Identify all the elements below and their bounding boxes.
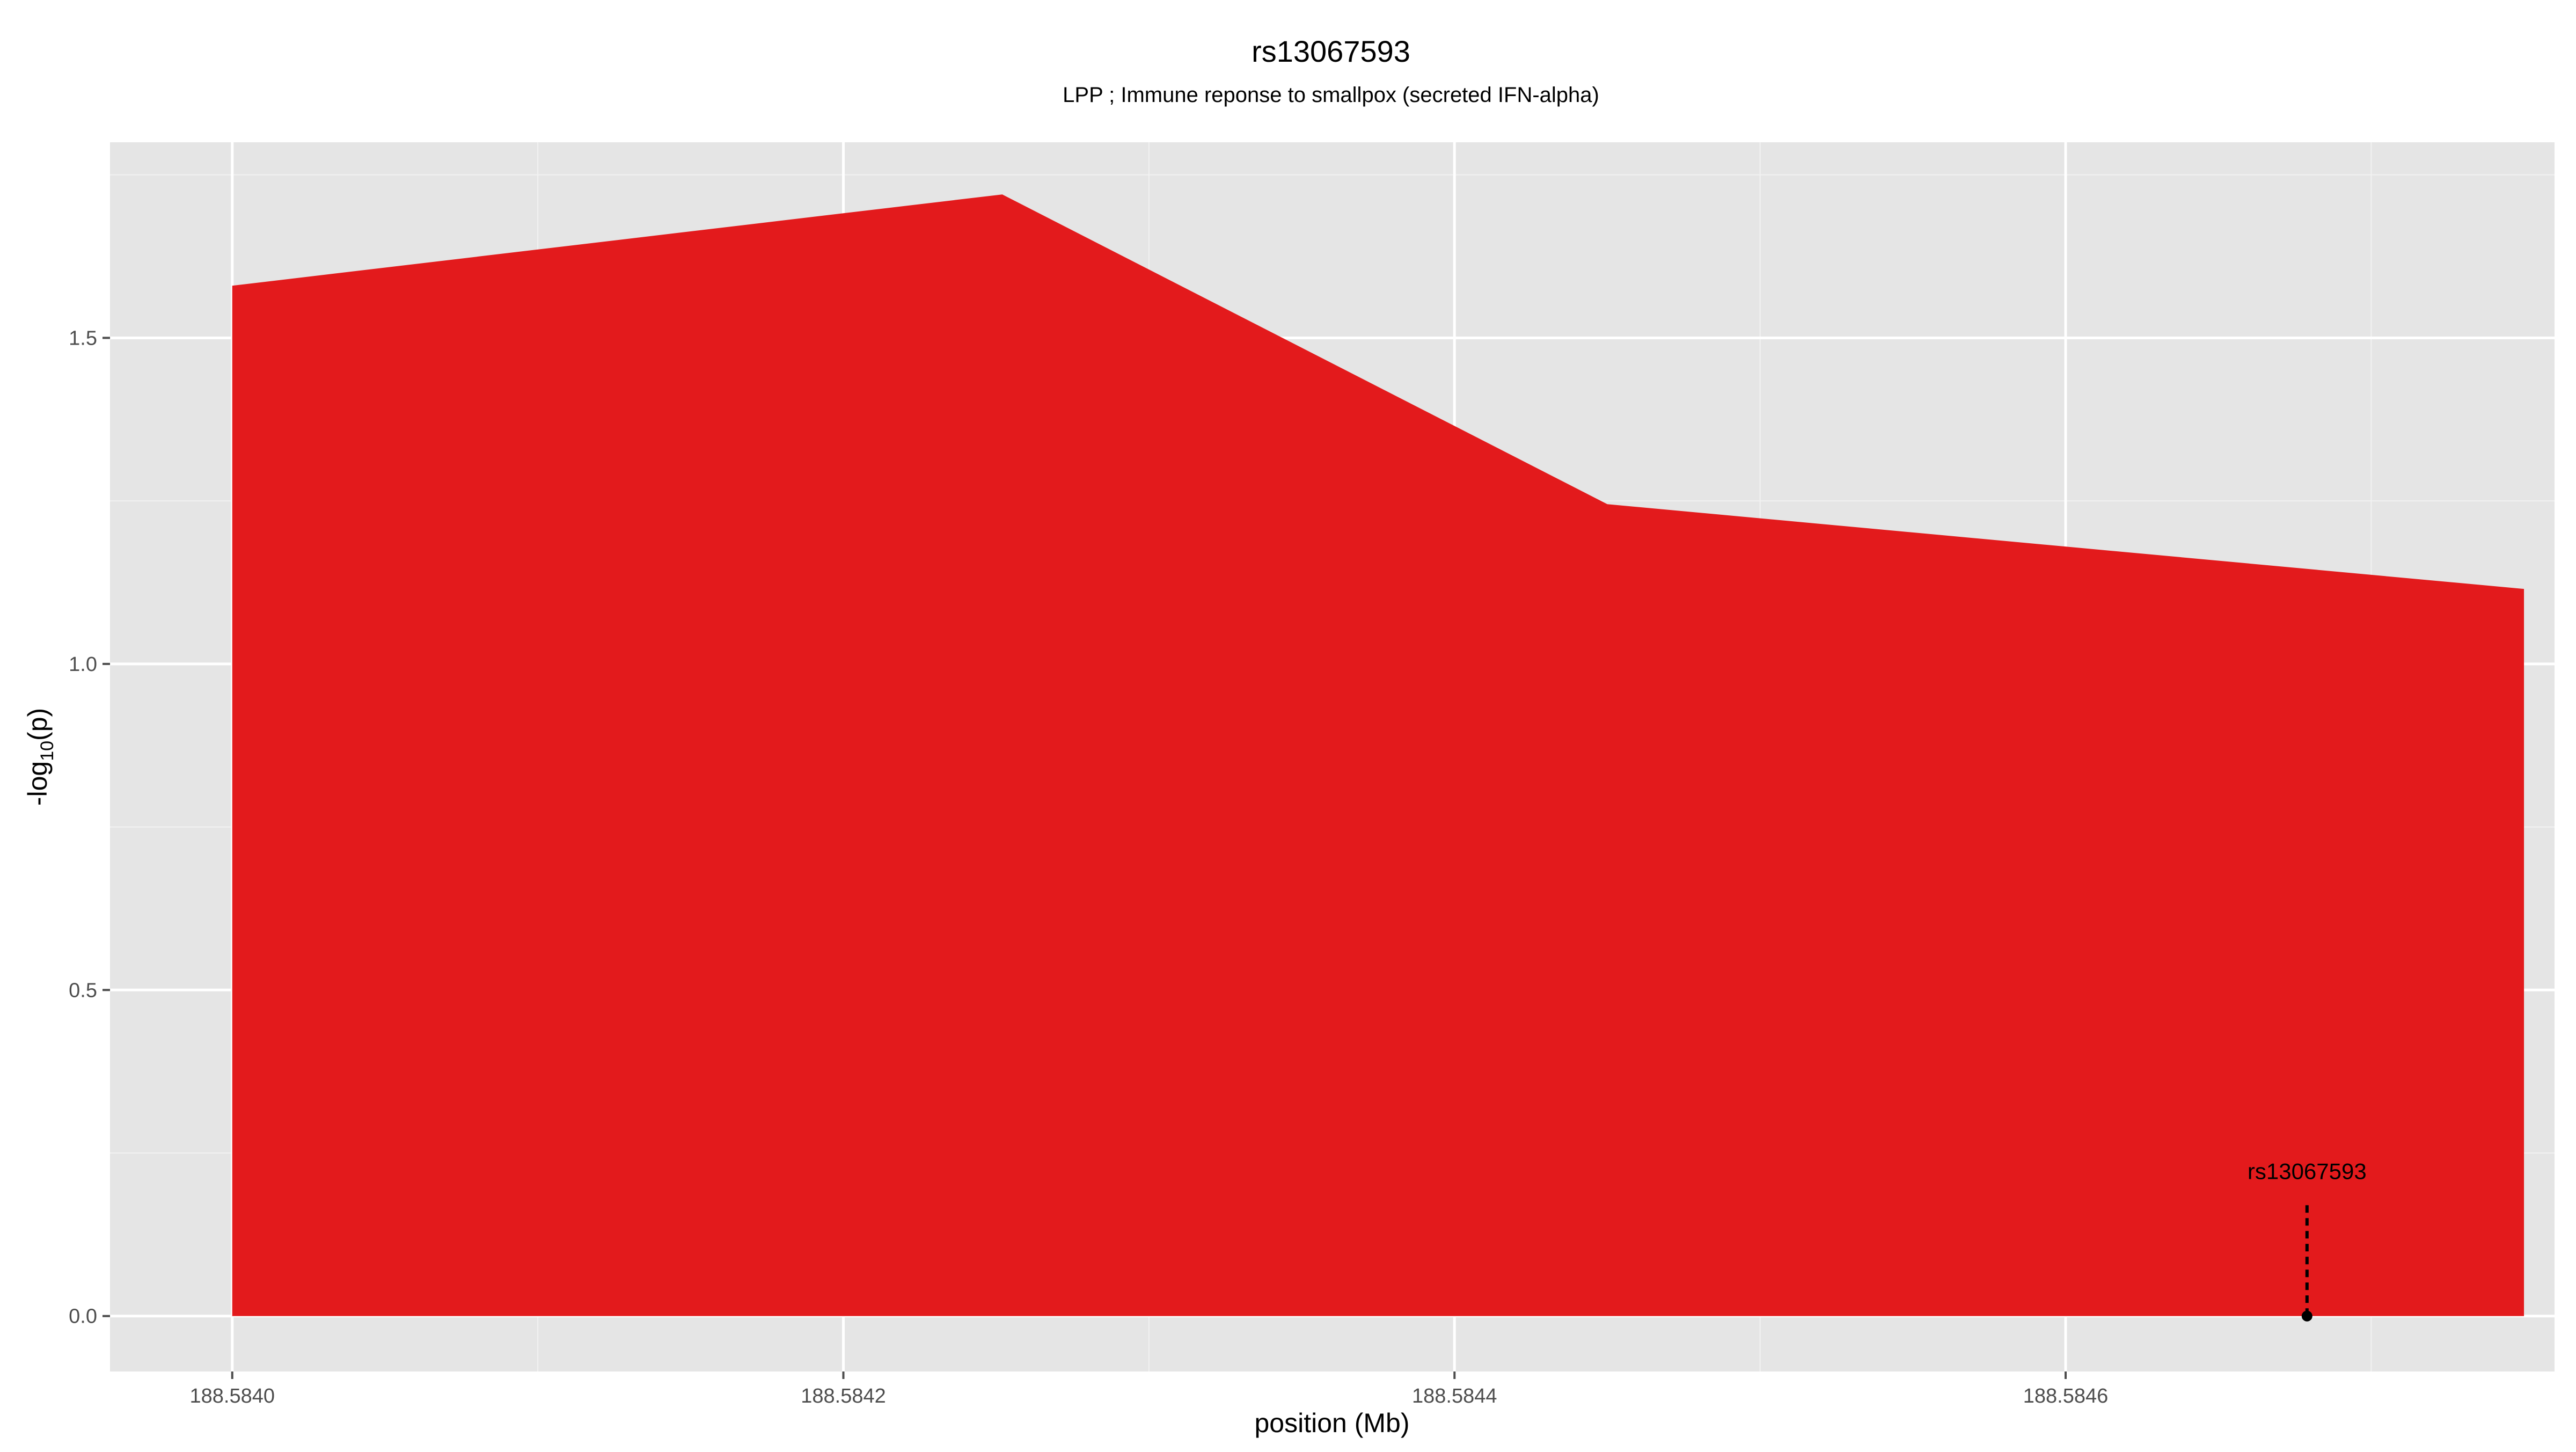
y-tick-label-0: 0.0	[69, 1305, 97, 1328]
x-axis-label: position (Mb)	[1255, 1408, 1410, 1438]
x-axis: 188.5840 188.5842 188.5844 188.5846	[190, 1371, 2109, 1407]
y-axis-label: -log10(p)	[23, 708, 57, 806]
y-axis-label-subscript: 10	[37, 741, 57, 761]
y-axis-label-tail: (p)	[23, 708, 53, 741]
area-layer	[232, 194, 2524, 1316]
annotation-label: rs13067593	[2248, 1159, 2367, 1184]
y-tick-label-2: 1.0	[69, 653, 97, 676]
annotation-layer: rs13067593	[2248, 1159, 2367, 1322]
x-tick-label-3: 188.5846	[2023, 1385, 2109, 1407]
chart-subtitle: LPP ; Immune reponse to smallpox (secret…	[1063, 83, 1599, 107]
chart-title: rs13067593	[1252, 34, 1410, 68]
x-tick-label-1: 188.5842	[801, 1385, 886, 1407]
y-axis: 0.0 0.5 1.0 1.5	[69, 327, 110, 1328]
y-tick-label-3: 1.5	[69, 327, 97, 349]
area-series-0	[232, 194, 2524, 1316]
x-tick-label-0: 188.5840	[190, 1385, 275, 1407]
x-tick-label-2: 188.5844	[1412, 1385, 1497, 1407]
annotation-point	[2301, 1310, 2312, 1322]
y-axis-label-main: -log	[23, 761, 53, 806]
y-tick-label-1: 0.5	[69, 979, 97, 1002]
